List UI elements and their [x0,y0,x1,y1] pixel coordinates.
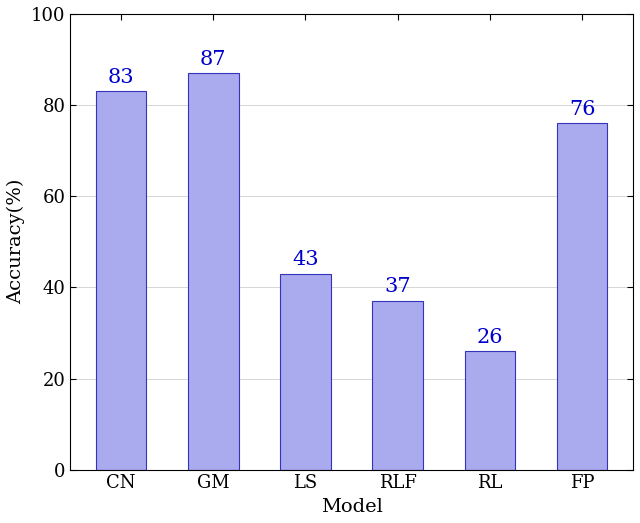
X-axis label: Model: Model [321,498,383,516]
Text: 76: 76 [569,100,595,119]
Y-axis label: Accuracy(%): Accuracy(%) [7,179,25,304]
Bar [372,301,423,470]
Text: 37: 37 [385,278,411,297]
Text: 83: 83 [108,68,134,87]
Text: 87: 87 [200,50,227,69]
Bar [188,73,239,470]
Bar [96,92,147,470]
Bar [557,123,607,470]
Text: 43: 43 [292,250,319,269]
Text: 26: 26 [477,327,503,347]
Bar [280,274,331,470]
Bar [465,351,515,470]
